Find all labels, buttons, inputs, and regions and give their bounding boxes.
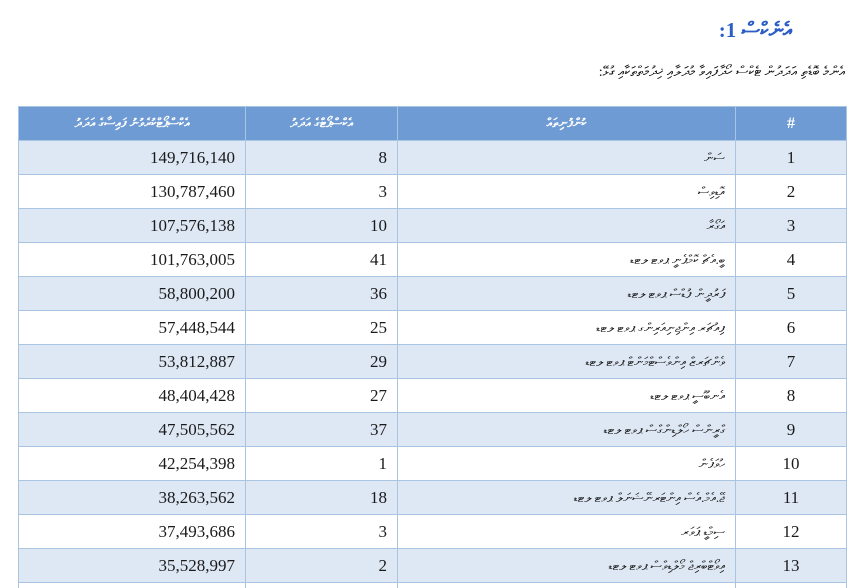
table-row: 35,528,997 2 އިވޯޓްބްރިޖް މޯލްޑިވްސް ޕވޓ ލ… bbox=[18, 548, 847, 583]
row-count: 27 bbox=[245, 378, 398, 413]
row-index: 5 bbox=[735, 276, 847, 311]
row-amount: 38,263,562 bbox=[18, 480, 246, 515]
table-row: 130,787,460 3 އޮޑިވިސް 2 bbox=[18, 174, 847, 209]
table-row: 37,493,686 3 ސިމްޑީ ޕަވަރ 12 bbox=[18, 514, 847, 549]
row-count: 25 bbox=[245, 310, 398, 345]
table-row: 42,254,398 1 ހުވަފެން 10 bbox=[18, 446, 847, 481]
row-count: 3 bbox=[245, 174, 398, 209]
row-amount: 42,254,398 bbox=[18, 446, 246, 481]
row-index: 4 bbox=[735, 242, 847, 277]
row-amount: 130,787,460 bbox=[18, 174, 246, 209]
table-row: 53,812,887 29 ވެންޗަރޒް އިންވެސްޓްމަންޓް ޕ… bbox=[18, 344, 847, 379]
table-row: 58,800,200 36 ފަރުދީން ފުޑްސް ޕވޓ ލޓޑ 5 bbox=[18, 276, 847, 311]
row-empty-cell bbox=[245, 582, 398, 588]
row-empty-cell bbox=[18, 582, 246, 588]
row-count: 18 bbox=[245, 480, 398, 515]
row-index: 10 bbox=[735, 446, 847, 481]
data-table: އެކްސްޕޯޓްކުރެވުނު ފައިސާގެ އަދަދު އެކްސ… bbox=[18, 106, 847, 588]
row-index: 9 bbox=[735, 412, 847, 447]
row-amount: 107,576,138 bbox=[18, 208, 246, 243]
row-index: 12 bbox=[735, 514, 847, 549]
row-index: 7 bbox=[735, 344, 847, 379]
header-amount: އެކްސްޕޯޓްކުރެވުނު ފައިސާގެ އަދަދު bbox=[18, 106, 246, 141]
table-row-partial bbox=[18, 582, 847, 588]
table-row: 101,763,005 41 ބީ.އެޗް ކޮމްޕެނީ ޕވޓ ލޓޑ 4 bbox=[18, 242, 847, 277]
table-row: 107,576,138 10 އަގޯރާ 3 bbox=[18, 208, 847, 243]
table-row: 149,716,140 8 ސަން 1 bbox=[18, 140, 847, 175]
row-amount: 53,812,887 bbox=[18, 344, 246, 379]
row-empty-cell bbox=[735, 582, 847, 588]
row-count: 36 bbox=[245, 276, 398, 311]
row-amount: 35,528,997 bbox=[18, 548, 246, 583]
row-index: 6 bbox=[735, 310, 847, 345]
row-name: ވެންޗަރޒް އިންވެސްޓްމަންޓް ޕވޓ ލޓޑ bbox=[397, 344, 736, 379]
row-amount: 47,505,562 bbox=[18, 412, 246, 447]
row-count: 41 bbox=[245, 242, 398, 277]
row-name: އިވޯޓްބްރިޖް މޯލްޑިވްސް ޕވޓ ލޓޑ bbox=[397, 548, 736, 583]
row-count: 1 bbox=[245, 446, 398, 481]
header-index: # bbox=[735, 106, 847, 141]
row-name: ފަރުދީން ފުޑްސް ޕވޓ ލޓޑ bbox=[397, 276, 736, 311]
row-index: 13 bbox=[735, 548, 847, 583]
row-index: 3 bbox=[735, 208, 847, 243]
row-empty-cell bbox=[397, 582, 736, 588]
row-name: އެނބޫސީ ޕވޓ ލޓޑ bbox=[397, 378, 736, 413]
header-count: އެކްސްޕޯޓްގެ އަދަދު bbox=[245, 106, 398, 141]
row-index: 11 bbox=[735, 480, 847, 515]
table-row: 38,263,562 18 ޖޭ.އެމް.އެސް އިންޓަރނޭޝަނަލް… bbox=[18, 480, 847, 515]
row-amount: 101,763,005 bbox=[18, 242, 246, 277]
row-count: 37 bbox=[245, 412, 398, 447]
row-name: ބީ.އެޗް ކޮމްޕެނީ ޕވޓ ލޓޑ bbox=[397, 242, 736, 277]
row-index: 2 bbox=[735, 174, 847, 209]
row-name: ޖޭ.އެމް.އެސް އިންޓަރނޭޝަނަލް ޕވޓ ލޓޑ bbox=[397, 480, 736, 515]
page-title: އެނެކްސް 1: bbox=[718, 18, 792, 42]
row-index: 1 bbox=[735, 140, 847, 175]
intro-text: އެންމެ ބޮޑެތި އަދަދުން ޓެކްސް ހޯދާފައިވާ… bbox=[598, 65, 845, 80]
row-amount: 37,493,686 bbox=[18, 514, 246, 549]
row-count: 10 bbox=[245, 208, 398, 243]
row-name: ހުވަފެން bbox=[397, 446, 736, 481]
row-index: 8 bbox=[735, 378, 847, 413]
row-count: 8 bbox=[245, 140, 398, 175]
row-count: 3 bbox=[245, 514, 398, 549]
row-name: ފިއުޗަރ އިންޖިނިއަރިންގ ޕވޓ ލޓޑ bbox=[397, 310, 736, 345]
table-row: 57,448,544 25 ފިއުޗަރ އިންޖިނިއަރިންގ ޕވޓ … bbox=[18, 310, 847, 345]
row-amount: 48,404,428 bbox=[18, 378, 246, 413]
table-row: 47,505,562 37 ގްރީންސް ހޯލްޑިންގްސް ޕވޓ ލޓ… bbox=[18, 412, 847, 447]
row-name: އަގޯރާ bbox=[397, 208, 736, 243]
row-count: 2 bbox=[245, 548, 398, 583]
table-body: 149,716,140 8 ސަން 1 130,787,460 3 އޮޑިވިސް 2 10… bbox=[18, 140, 847, 588]
row-amount: 149,716,140 bbox=[18, 140, 246, 175]
row-name: ސަން bbox=[397, 140, 736, 175]
row-amount: 57,448,544 bbox=[18, 310, 246, 345]
row-count: 29 bbox=[245, 344, 398, 379]
row-name: އޮޑިވިސް bbox=[397, 174, 736, 209]
row-amount: 58,800,200 bbox=[18, 276, 246, 311]
table-header: އެކްސްޕޯޓްކުރެވުނު ފައިސާގެ އަދަދު އެކްސ… bbox=[18, 106, 847, 141]
row-name: ސިމްޑީ ޕަވަރ bbox=[397, 514, 736, 549]
table-row: 48,404,428 27 އެނބޫސީ ޕވޓ ލޓޑ 8 bbox=[18, 378, 847, 413]
row-name: ގްރީންސް ހޯލްޑިންގްސް ޕވޓ ލޓޑ bbox=[397, 412, 736, 447]
header-name: ކުންފުނިތައް bbox=[397, 106, 736, 141]
